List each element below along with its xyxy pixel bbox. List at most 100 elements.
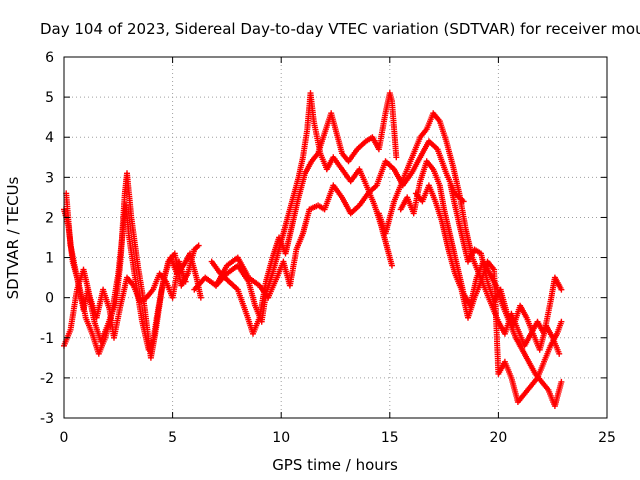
data-marker-segment [434, 146, 449, 175]
y-tick-label: 2 [45, 210, 54, 226]
x-tick-label: 10 [272, 430, 290, 446]
data-marker-segment [97, 324, 110, 345]
x-tick-label: 15 [381, 430, 399, 446]
data-marker-segment [445, 246, 458, 275]
data-marker-segment [156, 270, 168, 283]
data-marker-segment [521, 384, 533, 397]
data-marker-segment [137, 295, 148, 305]
data-marker-segment [465, 296, 477, 321]
chart-title: Day 104 of 2023, Sidereal Day-to-day VTE… [40, 20, 640, 38]
data-marker-segment [147, 332, 158, 361]
data-marker-segment [456, 190, 469, 231]
x-tick-label: 25 [598, 430, 616, 446]
data-marker-segment [408, 156, 423, 177]
data-marker-segment [452, 270, 464, 291]
data-marker [195, 242, 202, 249]
y-tick-label: 3 [45, 170, 54, 186]
satellite-track-5 [208, 90, 400, 337]
data-marker-segment [315, 202, 326, 212]
data-marker-segment [356, 166, 371, 191]
data-marker-segment [375, 112, 389, 153]
data-marker-segment [176, 258, 188, 283]
data-marker [197, 294, 204, 301]
data-marker-segment [354, 139, 368, 153]
data-marker-segment [517, 302, 529, 319]
satellite-track-3 [61, 258, 189, 349]
data-marker-segment [551, 274, 564, 291]
data-marker-segment [117, 276, 130, 309]
data-marker-segment [124, 274, 136, 287]
y-tick-label: -2 [40, 371, 54, 387]
data-marker-segment [510, 304, 523, 329]
data-marker [393, 154, 400, 161]
data-marker-segment [67, 288, 80, 333]
data-marker [558, 318, 565, 325]
data-marker-segment [554, 320, 564, 337]
data-marker-segment [447, 234, 460, 267]
data-marker [556, 350, 563, 357]
data-marker-segment [491, 266, 502, 375]
data-marker-segment [117, 192, 128, 265]
data-marker-segment [293, 232, 306, 253]
data-marker-segment [213, 264, 229, 289]
data-marker-segment [365, 183, 379, 197]
data-marker-segment [391, 184, 403, 205]
data-marker-segment [508, 374, 521, 403]
data-marker-segment [382, 158, 396, 171]
data-marker-segment [528, 376, 540, 389]
x-axis-title: GPS time / hours [272, 456, 398, 474]
data-marker [182, 278, 189, 285]
data-marker-segment [330, 154, 344, 171]
data-marker-segment [549, 334, 562, 355]
y-tick-label: -3 [40, 411, 54, 427]
data-marker-segment [436, 182, 447, 211]
data-marker-segment [289, 176, 301, 205]
data-marker [388, 262, 395, 269]
data-marker-segment [404, 152, 416, 173]
data-marker-segment [471, 280, 484, 301]
data-marker-segment [100, 286, 112, 311]
data-marker-segment [295, 172, 308, 201]
data-marker-segment [482, 286, 495, 307]
data-marker-segment [269, 248, 282, 277]
data-marker-segment [417, 127, 429, 141]
data-marker-segment [184, 248, 197, 277]
data-marker-segment [289, 196, 302, 229]
satellite-track-4 [191, 90, 395, 325]
y-tick-label: 4 [45, 130, 54, 146]
data-marker-segment [534, 360, 547, 381]
y-tick-label: 1 [45, 251, 54, 267]
data-marker-segment [299, 208, 312, 237]
data-marker-segment [438, 218, 451, 251]
data-marker-segment [497, 286, 510, 315]
data-marker-segment [382, 200, 397, 237]
data-marker-segment [295, 156, 306, 181]
y-tick-label: 0 [45, 291, 54, 307]
data-marker-segment [484, 258, 496, 271]
data-marker-segment [465, 248, 477, 265]
data-marker-segment [80, 266, 93, 299]
data-marker-segment [447, 182, 458, 207]
data-marker-segment [250, 316, 262, 337]
data-marker-segment [143, 288, 155, 301]
data-marker-segment [425, 138, 440, 151]
data-marker-segment [299, 128, 310, 161]
data-marker-segment [471, 246, 483, 256]
data-marker-segment [130, 282, 143, 303]
data-marker-segment [521, 332, 533, 349]
data-marker-segment [321, 184, 336, 213]
satellite-track-10 [447, 182, 563, 357]
data-marker-segment [263, 256, 275, 285]
data-marker-segment [523, 314, 536, 335]
data-marker-segment [307, 90, 317, 122]
data-marker-segment [306, 203, 320, 213]
data-marker-segment [67, 242, 80, 279]
data-marker-segment [315, 132, 327, 157]
data-marker-segment [234, 286, 249, 315]
y-axis-title: SDTVAR / TECUs [4, 176, 22, 299]
data-marker-segment [541, 344, 553, 365]
data-marker-segment [226, 278, 240, 292]
x-tick-label: 5 [168, 430, 177, 446]
data-points [61, 90, 565, 409]
